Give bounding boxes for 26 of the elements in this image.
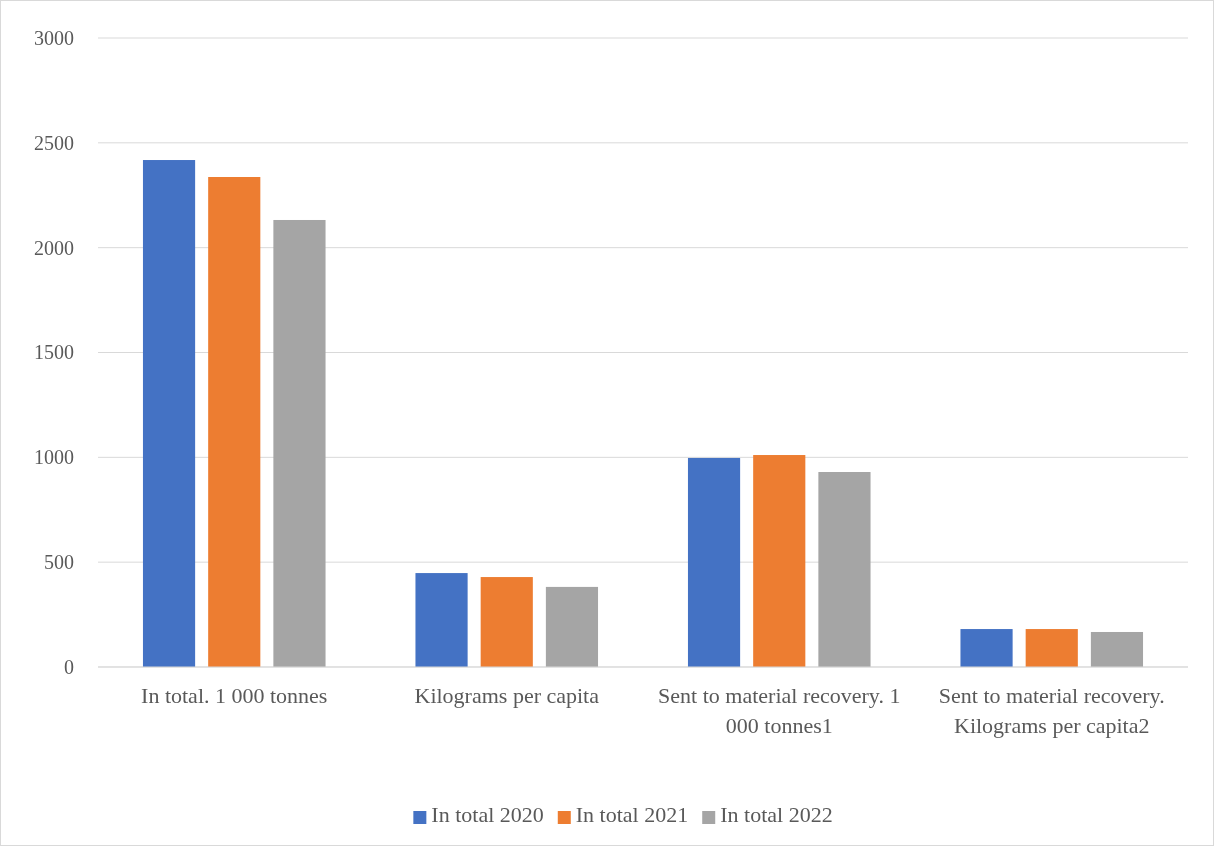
- bar: [415, 573, 468, 667]
- y-tick-label: 500: [44, 551, 74, 574]
- bar: [208, 177, 261, 667]
- bar: [545, 586, 599, 667]
- bar: [818, 472, 871, 667]
- x-tick-label: Sent to material recovery. Kilograms per capita2: [938, 683, 1165, 738]
- legend-label: In total 2022: [720, 802, 833, 827]
- bar: [687, 457, 741, 667]
- bar: [273, 219, 326, 667]
- y-tick-label: 1500: [34, 341, 74, 364]
- bar: [1090, 631, 1144, 667]
- bar: [1025, 629, 1078, 667]
- x-tick-label: Kilograms per capita: [414, 683, 600, 708]
- y-tick-label: 0: [64, 655, 74, 678]
- legend-label: In total 2021: [575, 802, 689, 827]
- bar: [142, 160, 196, 667]
- y-tick-label: 1000: [34, 446, 74, 469]
- x-tick-label: In total. 1 000 tonnes: [141, 683, 328, 708]
- bar: [480, 577, 533, 667]
- y-tick-label: 2000: [34, 236, 74, 259]
- bar: [960, 629, 1013, 667]
- y-tick-label: 3000: [34, 26, 74, 49]
- bar: [753, 455, 806, 667]
- y-tick-label: 2500: [34, 131, 74, 154]
- legend-label: In total 2020: [431, 802, 544, 827]
- x-tick-label: Sent to material recovery. 1 000 tonnes1: [658, 683, 901, 738]
